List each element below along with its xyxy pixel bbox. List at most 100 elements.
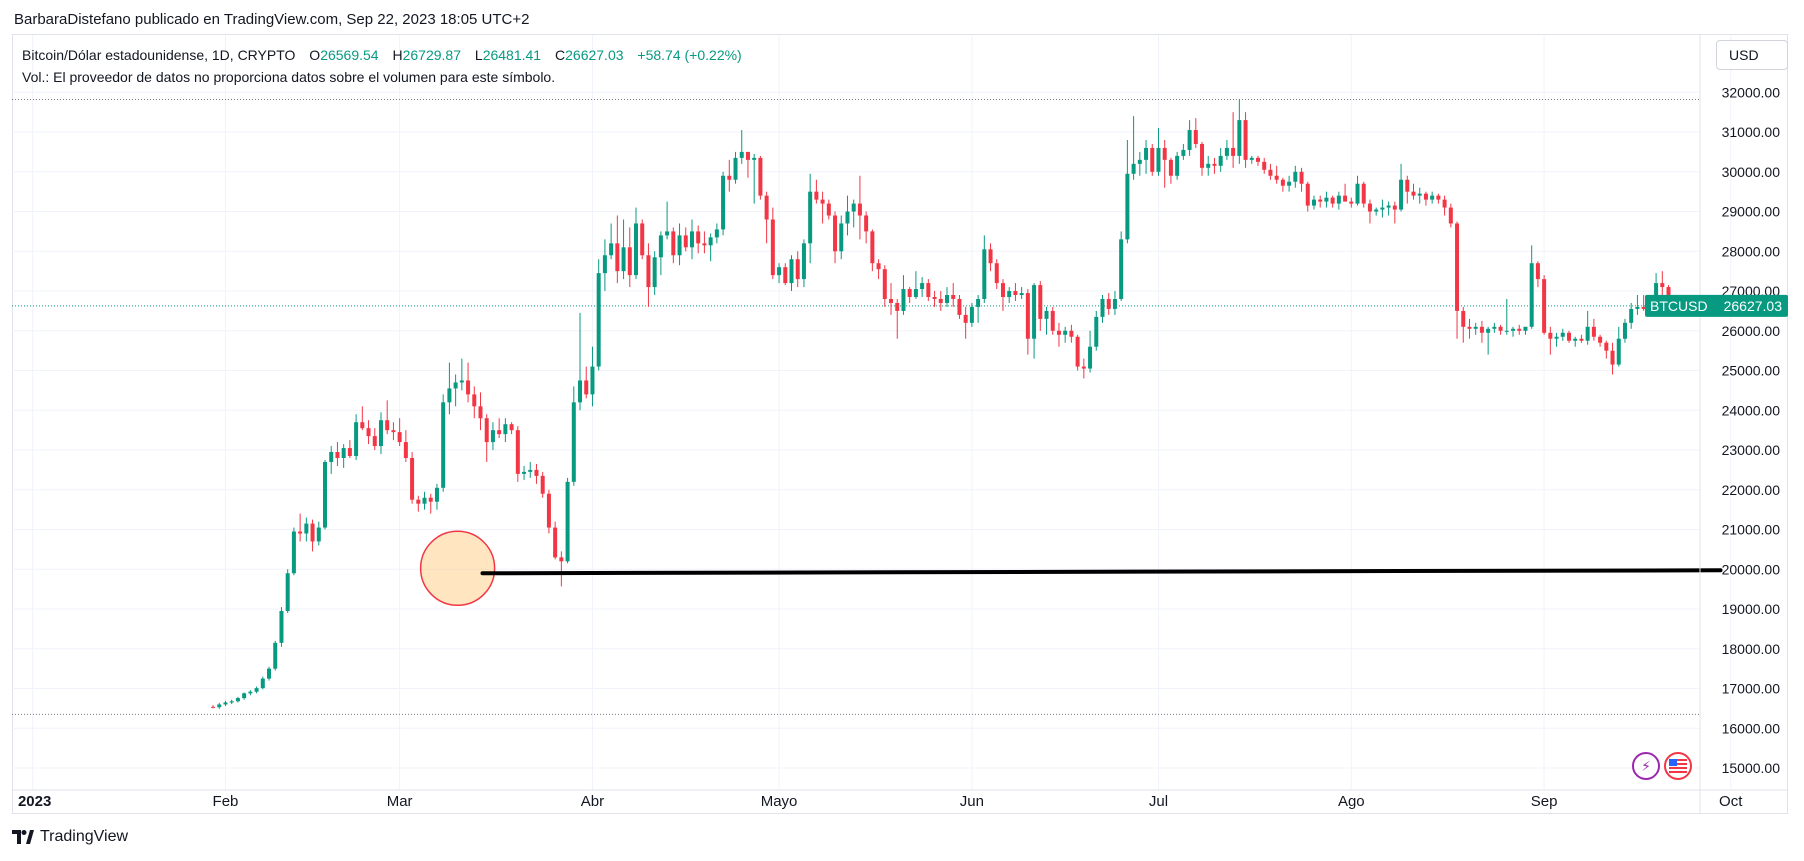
candle [783, 263, 788, 286]
y-tick-label: 20000.00 [1722, 561, 1781, 577]
candle [876, 259, 881, 280]
symbol-name: Bitcoin/Dólar estadounidense, 1D, CRYPTO [22, 47, 296, 63]
candle-body [820, 199, 825, 204]
candle [223, 700, 228, 707]
candle-body [248, 691, 253, 694]
lightning-icon[interactable]: ⚡ [1632, 752, 1660, 780]
change-value: +58.74 (+0.22%) [637, 47, 742, 63]
candle-body [839, 223, 844, 252]
candle-body [1144, 147, 1149, 160]
candle [1200, 141, 1205, 176]
candle [341, 444, 346, 468]
candle [652, 251, 657, 296]
candle [298, 513, 303, 542]
candle-body [391, 430, 396, 433]
candle-body [1088, 346, 1093, 369]
candle-body [1411, 191, 1416, 196]
candle [1660, 271, 1665, 296]
candle-body [1206, 163, 1211, 168]
candle-body [1119, 239, 1124, 299]
candle [1343, 183, 1348, 202]
candle [634, 207, 638, 280]
candle-body [677, 235, 682, 256]
candle [515, 426, 520, 482]
candle-body [895, 302, 900, 311]
volume-note: Vol.: El proveedor de datos no proporcio… [22, 69, 556, 85]
candle-body [434, 487, 439, 502]
x-tick-label: Jun [960, 793, 984, 810]
candle-body [976, 298, 981, 307]
low-label: L [474, 47, 483, 63]
candle [801, 239, 806, 288]
candle-body [826, 203, 831, 216]
candle [596, 259, 601, 371]
candle [335, 442, 340, 466]
candle-body [1417, 193, 1422, 196]
candle-body [1131, 163, 1136, 174]
candle [1013, 283, 1018, 301]
candle [329, 446, 334, 474]
x-tick-label: 2023 [18, 793, 51, 810]
candle [1399, 163, 1404, 212]
candle-body [1567, 332, 1571, 341]
candle-body [1455, 223, 1460, 311]
candle [764, 191, 769, 244]
y-tick-label: 26000.00 [1722, 323, 1781, 339]
candle [490, 422, 495, 451]
candle [646, 243, 651, 307]
candle-body [889, 298, 894, 303]
candle-body [602, 255, 607, 274]
candle-body [652, 257, 657, 288]
candle-body [242, 693, 247, 699]
candle-body [1374, 209, 1379, 212]
candle [1112, 291, 1117, 315]
candle-body [428, 497, 433, 502]
candle [1119, 231, 1124, 301]
y-tick-label: 32000.00 [1722, 84, 1781, 100]
candle [1224, 139, 1229, 160]
candle [397, 418, 402, 447]
candle-body [1050, 310, 1055, 331]
candle [1585, 310, 1590, 345]
currency-button[interactable]: USD [1716, 40, 1788, 70]
candle [553, 521, 558, 560]
candle [1330, 195, 1335, 208]
candle-body [484, 418, 489, 443]
candle-body [515, 430, 520, 474]
candle [689, 219, 694, 260]
y-tick-label: 25000.00 [1722, 363, 1781, 379]
candle [453, 374, 458, 407]
candle [1324, 191, 1329, 208]
candle-body [1032, 285, 1037, 339]
us-flag-icon[interactable] [1664, 752, 1692, 780]
candle-body [739, 151, 744, 158]
candle [889, 283, 894, 315]
candle [938, 291, 943, 311]
candle-body [1224, 147, 1229, 156]
footer-brand[interactable]: TradingView [12, 828, 128, 846]
candle [845, 195, 850, 236]
candle-body [1479, 326, 1484, 333]
candle [926, 279, 931, 301]
candle [229, 699, 234, 705]
candle [378, 412, 383, 455]
candle-body [1629, 308, 1634, 323]
candle-body [1106, 298, 1111, 309]
flag-stripes-icon [1669, 759, 1687, 773]
candle-body [665, 231, 670, 236]
candle [254, 686, 259, 694]
candle [895, 298, 900, 339]
candle [304, 517, 309, 542]
last-price-tag: BTCUSD 26627.03 [1645, 294, 1788, 317]
candle-body [833, 215, 838, 252]
candle-body [845, 211, 850, 224]
y-tick-label: 29000.00 [1722, 204, 1781, 220]
candle [994, 259, 999, 290]
candle [1548, 326, 1553, 355]
candle [1256, 155, 1260, 166]
candle [1144, 139, 1149, 174]
candle [758, 155, 763, 200]
candle [770, 207, 775, 280]
candle-body [1063, 330, 1068, 335]
